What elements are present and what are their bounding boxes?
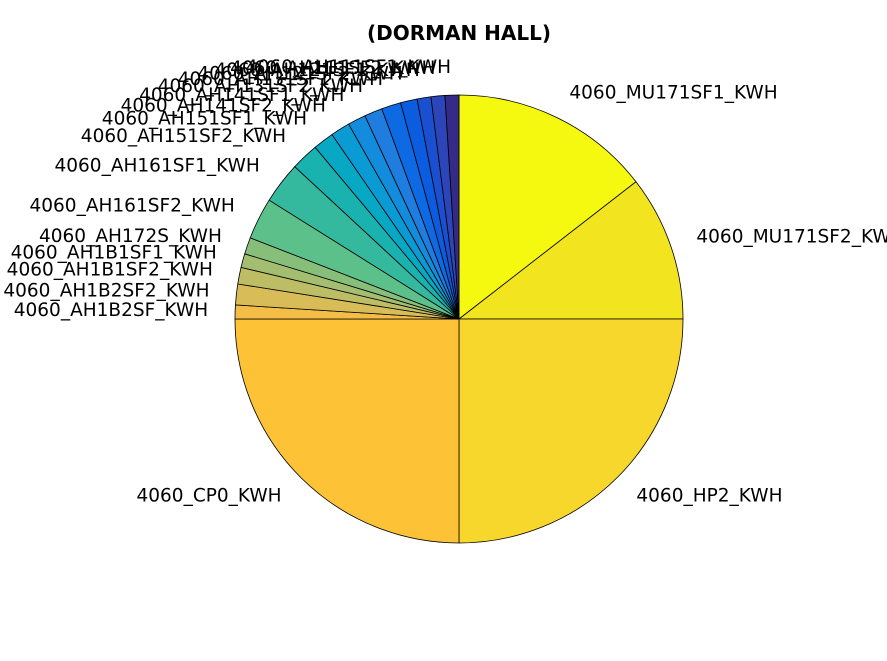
pie-slice-label: 4060_AH131SF1_KWH [178,69,383,90]
pie-slice [444,94,460,320]
pie-slice [458,318,684,544]
pie-slice-label: 4060_AH121SF1_KWH [215,60,420,81]
pie-slice-label: 4060_AH161SF2_KWH [30,196,235,217]
pie-slice [457,181,684,320]
pie-slice-label: 4060_AH131SF2_KWH [158,76,363,97]
chart-title: (DORMAN HALL) [367,21,551,45]
pie-slice [234,318,460,544]
pie-slice-label: 4060_HP2_KWH [636,485,782,506]
pie-slice-label: 4060_AH121SF2_KWH [197,64,402,85]
pie-slice-label: 4060_AH111SF2_KWH [230,58,435,79]
pie-slice-label: 4060_MU171SF1_KWH [569,83,777,104]
pie-slice-label: 4060_AH1B1SF1_KWH [11,243,217,264]
pie-slice-label: 4060_AH1B2SF2_KWH [3,281,209,302]
pie-slices [234,94,684,544]
pie-slice-label: 4060_AH1B1SF2_KWH [7,259,213,280]
pie-slice-label: 4060_AH151SF2_KWH [81,126,286,147]
pie-slice [458,94,637,320]
pie-slice-label: 4060_AH141SF1_KWH [139,85,344,106]
pie-slice-label: 4060_AH161SF1_KWH [55,156,260,177]
pie-slice-label: 4060_AH111SF1_KWH [246,57,451,78]
pie-slice-label: 4060_AH151SF1_KWH [102,108,307,129]
pie-slice-label: 4060_CP0_KWH [136,485,281,506]
pie-labels: 4060_MU171SF1_KWH 4060_MU171SF2_KWH 4060_H… [3,57,887,506]
pie-slice-label: 4060_AH1B2SF_KWH [14,300,208,321]
pie-slice-label: 4060_MU171SF2_KWH [696,227,887,248]
pie-slice-label: 4060_AH172S_KWH [39,226,222,247]
pie-slice-label: 4060_AH141SF2_KWH [121,95,326,116]
